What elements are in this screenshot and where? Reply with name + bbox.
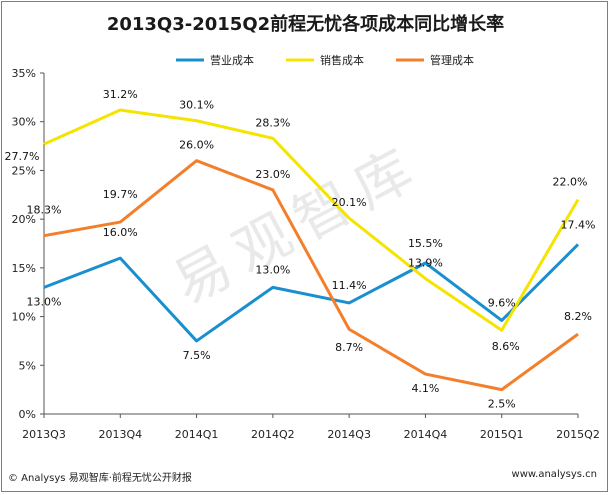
data-label: 8.7% xyxy=(335,341,363,354)
chart-legend: 营业成本 销售成本 管理成本 xyxy=(176,53,474,67)
data-label: 15.5% xyxy=(408,237,443,250)
data-label: 18.3% xyxy=(27,204,62,217)
y-tick-label: 15% xyxy=(12,262,36,275)
x-tick-label: 2014Q3 xyxy=(327,428,371,441)
data-label: 23.0% xyxy=(255,168,290,181)
data-label: 27.7% xyxy=(5,150,40,163)
data-label: 9.6% xyxy=(488,296,516,309)
x-tick-label: 2014Q2 xyxy=(251,428,295,441)
data-label: 7.5% xyxy=(183,349,211,362)
data-label: 30.1% xyxy=(179,99,214,112)
x-tick-label: 2013Q4 xyxy=(98,428,142,441)
legend-entry: 营业成本 xyxy=(210,53,254,67)
y-tick-label: 5% xyxy=(19,359,36,372)
footer-url: www.analysys.cn xyxy=(511,469,597,480)
chart-data-labels: 13.0% 16.0% 7.5% 13.0% 11.4% 15.5% 9.6% 17.4% 27… xyxy=(5,88,596,411)
data-label: 17.4% xyxy=(561,218,596,231)
y-tick-label: 25% xyxy=(12,164,36,177)
footer-source: © Analysys 易观智库·前程无忧公开财报 xyxy=(8,473,192,484)
y-tick-label: 30% xyxy=(12,116,36,129)
data-label: 8.6% xyxy=(492,340,520,353)
chart-title: 2013Q3-2015Q2前程无忧各项成本同比增长率 xyxy=(106,14,505,35)
y-tick-label: 20% xyxy=(12,213,36,226)
data-label: 28.3% xyxy=(255,116,290,129)
chart-series xyxy=(43,108,580,392)
data-label: 11.4% xyxy=(332,279,367,292)
data-label: 19.7% xyxy=(103,188,138,201)
x-tick-label: 2013Q3 xyxy=(22,428,66,441)
data-label: 13.9% xyxy=(408,257,443,270)
series-line-3 xyxy=(43,159,579,392)
data-label: 26.0% xyxy=(179,139,214,152)
series-line-1 xyxy=(43,243,580,343)
series-line-2 xyxy=(43,108,580,332)
legend-entry: 管理成本 xyxy=(430,53,474,67)
data-label: 8.2% xyxy=(564,310,592,323)
data-label: 4.1% xyxy=(411,382,439,395)
data-label: 13.0% xyxy=(27,295,62,308)
y-tick-label: 35% xyxy=(12,67,36,80)
x-tick-label: 2014Q4 xyxy=(404,428,448,441)
x-tick-label: 2015Q1 xyxy=(480,428,524,441)
legend-entry: 销售成本 xyxy=(320,53,364,67)
data-label: 16.0% xyxy=(103,226,138,239)
y-tick-label: 0% xyxy=(19,408,36,421)
x-tick-label: 2015Q2 xyxy=(556,428,600,441)
data-label: 2.5% xyxy=(488,398,516,411)
y-tick-label: 10% xyxy=(12,311,36,324)
chart-axes: 0% 5% 10% 15% 20% 25% 30% 35% 2013Q3 2013Q4 2014Q1… xyxy=(12,67,600,441)
x-tick-label: 2014Q1 xyxy=(175,428,219,441)
data-label: 13.0% xyxy=(255,263,290,276)
data-label: 22.0% xyxy=(553,176,588,189)
data-label: 20.1% xyxy=(332,196,367,209)
data-label: 31.2% xyxy=(103,88,138,101)
